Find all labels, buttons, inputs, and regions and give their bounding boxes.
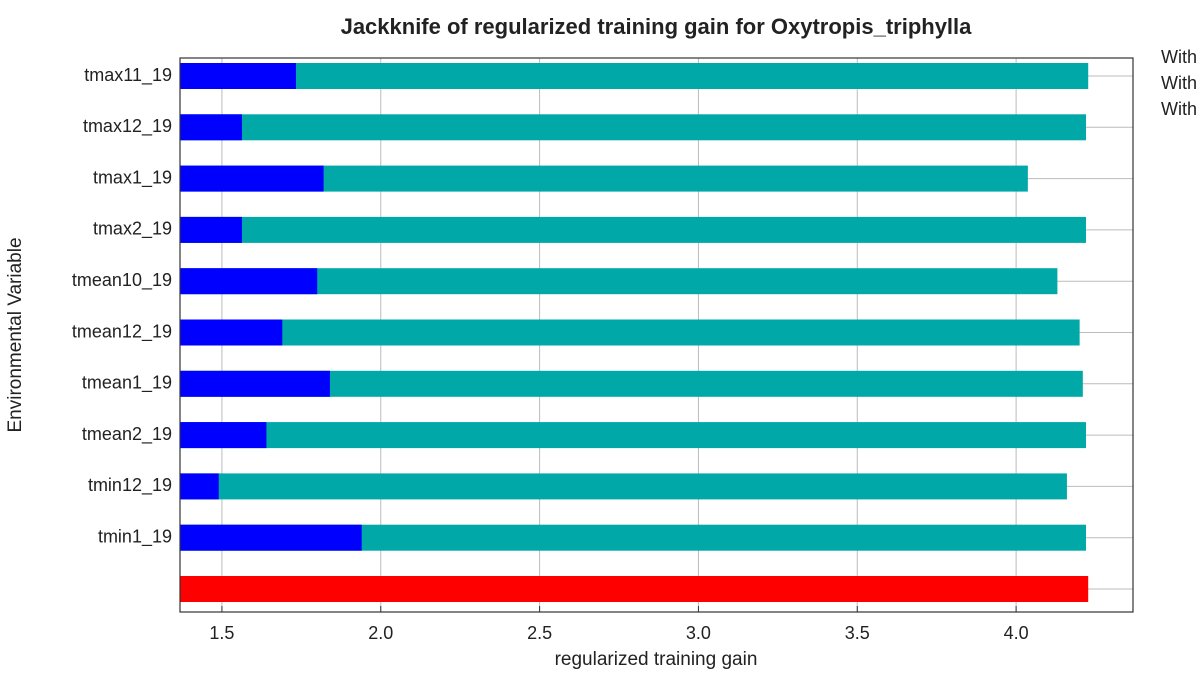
x-tick-label: 2.0 bbox=[368, 623, 393, 643]
x-tick-label: 3.5 bbox=[845, 623, 870, 643]
bar bbox=[180, 216, 242, 243]
bar bbox=[180, 370, 1083, 397]
bar bbox=[180, 114, 1086, 141]
x-tick-label: 1.5 bbox=[209, 623, 234, 643]
bar bbox=[180, 524, 362, 551]
bar bbox=[180, 165, 324, 192]
bar bbox=[180, 63, 296, 89]
bar bbox=[180, 473, 1067, 500]
bar bbox=[180, 422, 1086, 449]
legend-label: With bbox=[1161, 99, 1197, 119]
bar bbox=[180, 319, 283, 346]
bar bbox=[180, 268, 318, 295]
bar bbox=[180, 422, 267, 449]
bar bbox=[180, 216, 1086, 243]
y-tick-label: tmean12_19 bbox=[72, 321, 172, 342]
y-axis-label: Environmental Variable bbox=[5, 237, 26, 432]
x-tick-label: 3.0 bbox=[686, 623, 711, 643]
bar bbox=[180, 268, 1058, 295]
x-axis-label: regularized training gain bbox=[555, 649, 758, 670]
x-tick-label: 2.5 bbox=[527, 623, 552, 643]
bar bbox=[180, 473, 219, 500]
bar bbox=[180, 319, 1080, 346]
bar bbox=[180, 370, 330, 397]
x-tick-label: 4.0 bbox=[1004, 623, 1029, 643]
y-tick-label: tmax11_19 bbox=[84, 65, 172, 86]
y-tick-label: tmin1_19 bbox=[98, 526, 172, 547]
y-tick-label: tmax1_19 bbox=[93, 167, 172, 188]
y-tick-label: tmax2_19 bbox=[93, 219, 172, 240]
bar bbox=[180, 576, 1089, 602]
bar bbox=[180, 114, 242, 141]
y-tick-label: tmean10_19 bbox=[72, 270, 172, 291]
legend-label: With bbox=[1161, 47, 1197, 67]
plot-frame bbox=[179, 57, 1134, 613]
y-tick-label: tmax12_19 bbox=[83, 116, 172, 137]
y-tick-label: tmin12_19 bbox=[88, 475, 172, 496]
legend-label: With bbox=[1161, 73, 1197, 93]
chart-title: Jackknife of regularized training gain f… bbox=[341, 14, 973, 39]
y-tick-label: tmean2_19 bbox=[82, 424, 172, 445]
y-tick-label: tmean1_19 bbox=[82, 373, 172, 394]
bar bbox=[180, 63, 1089, 89]
